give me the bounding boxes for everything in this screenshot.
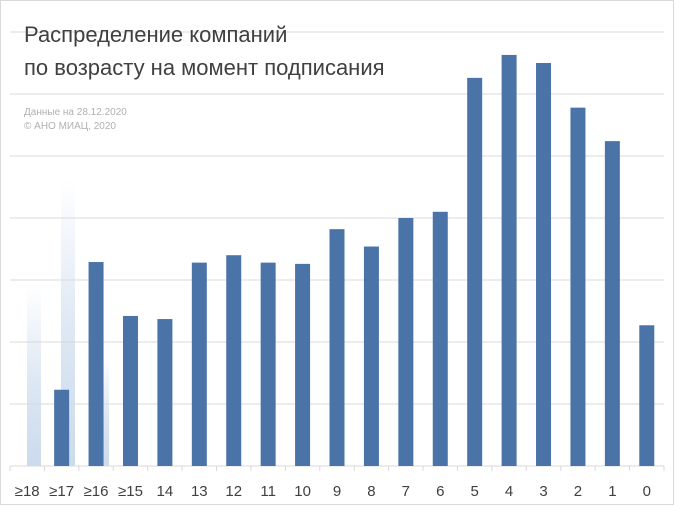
bar	[329, 229, 345, 466]
decor-streak	[101, 355, 109, 466]
source-note: Данные на 28.12.2020 © АНО МИАЦ, 2020	[24, 106, 127, 134]
x-tick-label: 13	[191, 483, 208, 500]
source-note-copyright: © АНО МИАЦ, 2020	[24, 121, 116, 132]
bar	[122, 315, 138, 466]
x-tick-label: ≥18	[15, 483, 40, 500]
chart-title-line-2: по возрасту на момент подписания	[24, 55, 385, 80]
x-tick-label: 12	[225, 483, 242, 500]
bar	[191, 262, 207, 466]
bar	[295, 263, 311, 466]
chart-title: Распределение компаний по возрасту на мо…	[24, 18, 385, 84]
x-tick-label: 11	[260, 483, 276, 500]
x-tick-label: 3	[539, 483, 547, 500]
bar	[432, 211, 448, 466]
bar	[639, 325, 655, 466]
bar	[570, 107, 586, 466]
x-tick-label: 2	[574, 483, 582, 500]
x-tick-label: 0	[643, 483, 651, 500]
x-tick-label: ≥17	[49, 483, 74, 500]
x-tick-label: 10	[294, 483, 311, 500]
bar	[398, 218, 414, 466]
bar	[54, 389, 70, 466]
x-tick-label: ≥16	[84, 483, 109, 500]
x-tick-label: ≥15	[118, 483, 143, 500]
x-tick-label: 8	[367, 483, 375, 500]
bar	[226, 255, 242, 466]
x-tick-label: 4	[505, 483, 513, 500]
bar	[88, 262, 104, 466]
x-tick-label: 14	[157, 483, 174, 500]
bar	[501, 54, 517, 466]
x-tick-label: 9	[333, 483, 341, 500]
bar	[536, 63, 552, 466]
x-tick-label: 7	[402, 483, 410, 500]
bar	[363, 246, 379, 466]
bar	[604, 141, 620, 466]
chart-title-line-1: Распределение компаний	[24, 22, 288, 47]
decor-streak	[27, 286, 41, 466]
bar	[157, 319, 173, 466]
bar	[260, 262, 276, 466]
source-note-date: Данные на 28.12.2020	[24, 107, 127, 118]
x-tick-label: 5	[471, 483, 479, 500]
x-tick-label: 6	[436, 483, 444, 500]
bar	[467, 77, 483, 466]
x-tick-label: 1	[608, 483, 616, 500]
